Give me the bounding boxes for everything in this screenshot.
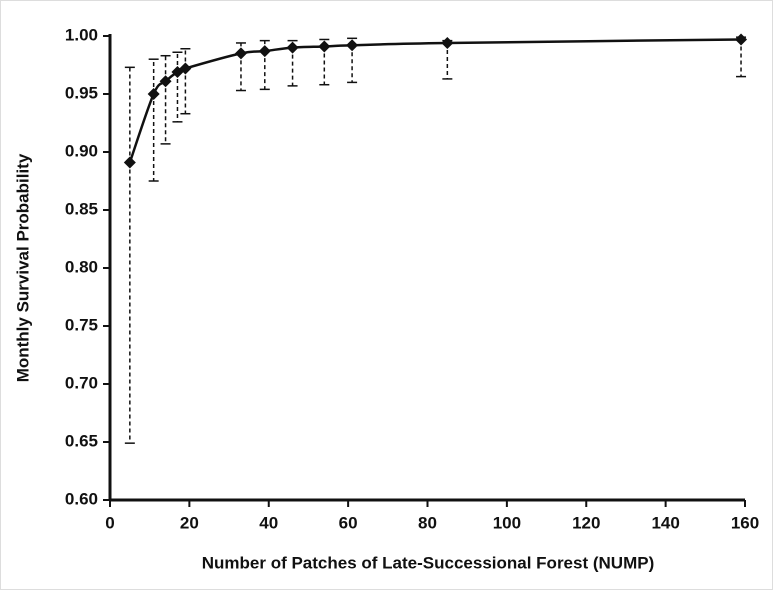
point [735, 33, 748, 46]
x-tick-label: 120 [572, 513, 600, 532]
y-tick-label: 0.80 [65, 257, 98, 276]
point [441, 36, 454, 49]
y-tick-label: 0.85 [65, 199, 98, 218]
y-tick-label: 0.75 [65, 315, 98, 334]
x-axis-label: Number of Patches of Late-Successional F… [202, 553, 654, 572]
fit-curve [128, 38, 742, 163]
y-tick-label: 1.00 [65, 25, 98, 44]
y-axis-label: Monthly Survival Probability [13, 153, 32, 382]
point [258, 45, 271, 58]
x-tick-label: 160 [731, 513, 759, 532]
point [123, 156, 136, 169]
point [346, 39, 359, 52]
point [318, 40, 331, 53]
y-tick-label: 0.65 [65, 431, 98, 450]
point [147, 88, 160, 100]
y-tick-label: 0.95 [65, 83, 98, 102]
x-tick-label: 60 [339, 513, 358, 532]
x-tick-label: 20 [180, 513, 199, 532]
point [159, 75, 172, 88]
y-tick-label: 0.70 [65, 373, 98, 392]
x-tick-label: 140 [651, 513, 679, 532]
point [179, 62, 192, 75]
x-tick-label: 40 [259, 513, 278, 532]
y-tick-label: 0.90 [65, 141, 98, 160]
y-tick-label: 0.60 [65, 489, 98, 508]
x-tick-label: 100 [493, 513, 521, 532]
x-tick-label: 0 [105, 513, 114, 532]
x-tick-label: 80 [418, 513, 437, 532]
point [234, 47, 247, 60]
point [286, 41, 299, 54]
